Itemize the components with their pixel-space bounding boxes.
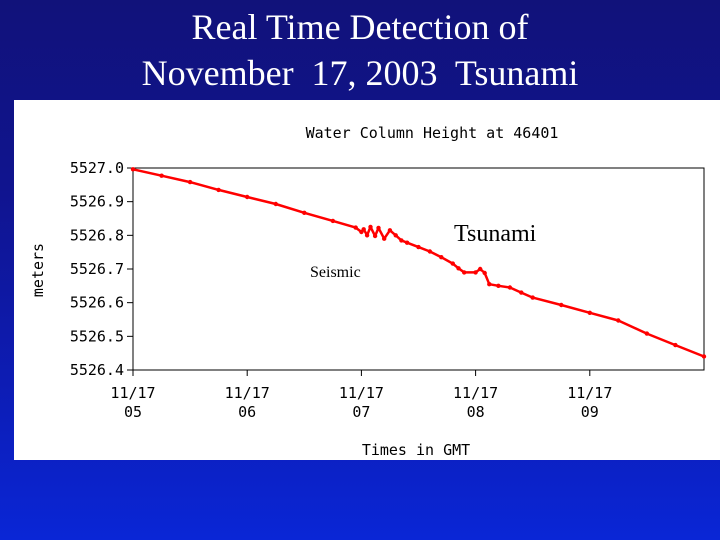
y-axis: 5527.0 5526.9 5526.8 5526.7 5526.6 5526.5 5526… bbox=[70, 159, 133, 379]
data-point bbox=[487, 282, 492, 287]
x-axis-label: Times in GMT bbox=[362, 441, 470, 459]
slide-title-line1: Real Time Detection of bbox=[191, 7, 529, 47]
data-point bbox=[245, 194, 250, 200]
data-point bbox=[587, 310, 592, 315]
data-point bbox=[404, 240, 410, 245]
x-tick-label-hour: 05 bbox=[124, 403, 142, 421]
data-point bbox=[456, 266, 461, 271]
x-tick-label-date: 11/17 bbox=[453, 384, 498, 402]
x-tick-label-date: 11/17 bbox=[567, 384, 612, 402]
data-point bbox=[482, 270, 487, 276]
data-point bbox=[130, 167, 136, 172]
x-tick-label-date: 11/17 bbox=[110, 384, 155, 402]
data-point bbox=[361, 227, 366, 232]
x-tick-label-date: 11/17 bbox=[339, 384, 384, 402]
data-point bbox=[330, 218, 336, 224]
x-tick-label-hour: 06 bbox=[238, 403, 256, 421]
x-tick-label-hour: 08 bbox=[467, 403, 485, 421]
data-point bbox=[530, 295, 535, 300]
y-tick-label: 5526.7 bbox=[70, 260, 124, 278]
y-tick-label: 5526.8 bbox=[70, 226, 124, 244]
data-point bbox=[216, 187, 221, 193]
chart-title: Water Column Height at 46401 bbox=[306, 124, 559, 142]
data-point bbox=[462, 270, 467, 275]
slide-title-line2: November 17, 2003 Tsunami bbox=[141, 53, 579, 93]
data-point bbox=[450, 261, 455, 266]
series-line bbox=[132, 168, 705, 358]
data-point bbox=[364, 233, 370, 238]
data-point bbox=[187, 179, 193, 185]
y-axis-label: meters bbox=[29, 243, 47, 297]
data-point bbox=[507, 285, 513, 290]
annotation-tsunami: Tsunami bbox=[454, 221, 537, 247]
data-point bbox=[399, 238, 404, 243]
data-point bbox=[273, 201, 278, 207]
data-point bbox=[368, 224, 373, 230]
data-point bbox=[387, 228, 393, 233]
data-point bbox=[353, 225, 358, 230]
series-points bbox=[130, 167, 707, 359]
data-point bbox=[473, 270, 478, 275]
x-tick-label-hour: 07 bbox=[352, 403, 370, 421]
data-point bbox=[478, 266, 483, 272]
data-point bbox=[673, 342, 678, 348]
water-column-chart: Water Column Height at 46401 5527.0 5526.… bbox=[29, 124, 707, 459]
chart-panel: Water Column Height at 46401 5527.0 5526.… bbox=[14, 100, 720, 460]
annotation-seismic: Seismic bbox=[310, 264, 361, 281]
y-tick-label: 5526.5 bbox=[70, 327, 124, 345]
data-point bbox=[393, 233, 398, 238]
plot-frame bbox=[132, 167, 705, 371]
data-point bbox=[439, 255, 444, 260]
slide-title: Real Time Detection of November 17, 2003… bbox=[0, 4, 720, 96]
y-tick-label: 5526.6 bbox=[70, 294, 124, 312]
y-tick-label: 5527.0 bbox=[70, 159, 124, 177]
data-point bbox=[616, 318, 621, 323]
series-line-path bbox=[132, 168, 705, 358]
data-point bbox=[159, 173, 164, 178]
data-point bbox=[376, 225, 381, 231]
y-tick-label: 5526.4 bbox=[70, 361, 124, 379]
data-point bbox=[416, 244, 421, 250]
x-tick-label-date: 11/17 bbox=[225, 384, 270, 402]
y-tick-label: 5526.9 bbox=[70, 193, 124, 211]
data-point bbox=[427, 249, 433, 254]
data-point bbox=[519, 290, 524, 295]
data-point bbox=[302, 210, 307, 215]
data-point bbox=[372, 233, 378, 239]
data-point bbox=[644, 331, 650, 336]
data-point bbox=[496, 283, 501, 288]
data-point bbox=[382, 236, 387, 241]
x-tick-label-hour: 09 bbox=[581, 403, 599, 421]
data-point bbox=[559, 302, 564, 308]
data-point bbox=[701, 354, 707, 359]
